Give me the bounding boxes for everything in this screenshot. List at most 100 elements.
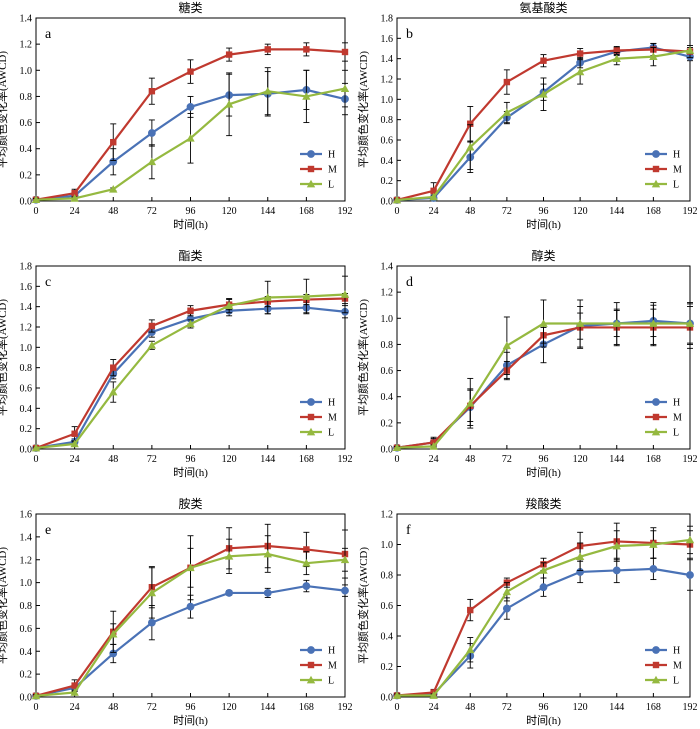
x-tick-label: 48 [108,454,118,465]
y-tick-label: 0.4 [381,156,394,167]
data-point-L [575,319,585,327]
y-tick-label: 0.0 [381,197,394,208]
data-point-L [502,108,512,116]
x-tick-label: 0 [395,454,400,465]
y-tick-label: 1.2 [20,40,33,51]
y-tick-label: 0.8 [20,92,33,103]
x-tick-label: 24 [70,702,80,713]
legend-marker-L [651,179,661,188]
y-tick-label: 1.6 [381,34,394,45]
data-point-M [576,50,584,57]
chart-title: 酯类 [178,249,202,263]
legend-label: M [328,165,337,176]
x-tick-label: 96 [186,702,196,713]
y-tick-label: 0.6 [20,384,33,395]
panel-letter: d [406,275,413,290]
data-point-L [429,192,438,201]
legend-marker-L [651,675,661,684]
x-tick-label: 192 [338,702,353,713]
legend-marker-M [307,165,315,173]
data-point-L [70,194,79,202]
data-point-L [109,387,118,396]
y-axis-label: 平均颜色变化率(AWCD) [356,51,370,168]
y-tick-label: 0.6 [381,136,394,147]
data-point-M [503,78,511,86]
data-point-H [502,604,511,613]
x-tick-label: 24 [429,206,439,217]
legend-label: H [673,646,680,657]
y-axis-label: 平均颜色变化率(AWCD) [0,299,9,416]
data-point-L [502,341,512,350]
legend-marker-M [652,413,660,421]
data-point-L [612,541,621,550]
y-tick-label: 0.2 [20,170,33,181]
legend-marker-M [652,661,660,669]
legend: HML [300,398,337,439]
y-tick-label: 0.2 [381,418,394,429]
data-point-M [303,46,310,53]
data-point-L [685,319,695,327]
y-tick-label: 1.4 [20,14,33,25]
series-L [392,46,695,204]
chart-panel-b: 0 24 48 72 96 120 144 168 192 0.0 0.2 0.4 0.6 0.8 1.0 1… [356,0,698,231]
legend-marker-L [306,179,316,188]
data-point-L [340,84,350,92]
x-tick-label: 0 [395,206,400,217]
chart-title: 糖类 [178,0,202,15]
chart-panel-f: 0 24 48 72 96 120 144 168 192 0.0 0.2 0.4 0.6 0.8 1.0 1… [356,496,698,727]
legend-label: M [328,661,337,672]
x-tick-label: 144 [260,454,275,465]
y-tick-label: 0.2 [20,424,33,435]
x-tick-label: 192 [683,702,698,713]
y-tick-label: 1.4 [381,262,394,273]
x-tick-label: 72 [502,206,512,217]
data-point-L [539,319,548,327]
data-point-L [575,552,585,561]
x-tick-label: 0 [34,454,39,465]
x-tick-label: 192 [683,206,698,217]
y-tick-label: 0.8 [381,571,394,582]
y-tick-label: 0.0 [381,693,394,704]
data-point-M [540,57,547,64]
chart-title: 胺类 [178,497,202,511]
x-tick-label: 24 [70,454,80,465]
data-point-L [302,292,311,300]
data-point-H [302,582,311,590]
data-point-L [429,691,438,699]
x-tick-label: 72 [147,454,157,465]
data-point-L [392,195,402,204]
data-point-M [187,307,194,314]
x-axis-label: 时间(h) [173,218,208,231]
legend-marker-H [307,398,315,406]
data-point-L [31,691,41,700]
y-tick-label: 0.0 [20,693,33,704]
y-axis-label: 平均颜色变化率(AWCD) [0,51,9,168]
data-point-L [31,443,41,452]
data-point-L [109,629,118,638]
data-point-L [70,439,79,448]
legend-label: L [673,180,679,191]
y-tick-label: 0.6 [20,624,33,635]
data-point-H [225,589,234,597]
data-point-M [148,322,156,330]
data-point-L [392,691,402,699]
x-tick-label: 24 [429,454,439,465]
y-tick-label: 1.6 [20,282,33,293]
y-tick-label: 1.0 [381,95,394,106]
panel-letter: a [45,27,52,42]
y-tick-label: 1.4 [20,532,33,543]
series-L [392,299,695,452]
data-point-M [467,120,474,127]
data-point-M [303,546,310,553]
data-point-H [186,102,195,111]
chart-panel-a: 0 24 48 72 96 120 144 168 192 0.0 0.2 0.4 0.6 0.8 1.0 1… [0,0,353,231]
x-tick-label: 168 [299,702,314,713]
x-tick-label: 96 [186,454,196,465]
chart-panel-c: 0 24 48 72 96 120 144 168 192 0.0 0.2 0.4 0.6 0.8 1.0 1… [0,249,353,479]
x-tick-label: 48 [465,702,475,713]
y-tick-label: 0.8 [20,363,33,374]
y-tick-label: 0.4 [20,144,33,155]
y-tick-label: 1.0 [20,578,33,589]
data-point-M [71,430,78,437]
x-tick-label: 72 [502,454,512,465]
